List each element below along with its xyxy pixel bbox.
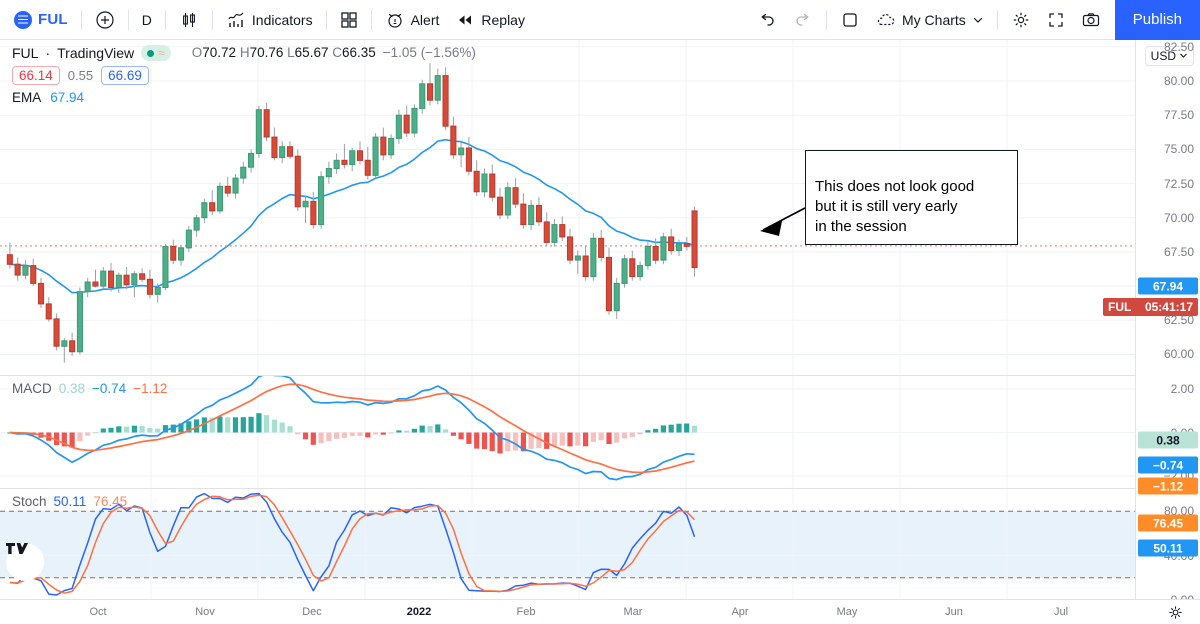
time-tick: 2022 (406, 606, 432, 618)
stoch-k-badge: 50.11 (1138, 539, 1198, 557)
price-tick: 77.50 (1163, 108, 1194, 123)
interval-button[interactable]: D (134, 6, 160, 34)
time-tick: Apr (731, 606, 749, 618)
chart-settings-button[interactable] (1167, 604, 1184, 624)
macd-line-badge: −0.74 (1138, 456, 1198, 474)
redo-button[interactable] (785, 6, 821, 34)
interval-label: D (141, 11, 152, 28)
layouts-button[interactable] (332, 6, 366, 34)
currency-selector[interactable]: USD (1144, 46, 1194, 66)
price-pane[interactable]: FUL · TradingView ≈ O70.72 H70.76 L65.67… (0, 40, 1135, 375)
time-tick: Mar (623, 606, 643, 618)
toolbar-divider (80, 9, 82, 30)
time-tick: Oct (89, 606, 107, 618)
toolbar-divider (164, 9, 166, 30)
countdown-time: 05:41:17 (1144, 300, 1193, 314)
indicators-button[interactable]: Indicators (218, 6, 321, 34)
toolbar-divider (826, 9, 827, 30)
countdown-symbol: FUL (1108, 300, 1132, 314)
macd-signal-badge: −1.12 (1138, 477, 1198, 495)
indicators-label: Indicators (251, 11, 313, 28)
cloud-icon (876, 11, 896, 29)
price-tick: 60.00 (1163, 347, 1194, 362)
countdown-badge: FUL 05:41:17 (1103, 298, 1198, 316)
my-charts-label: My Charts (902, 11, 966, 28)
publish-label: Publish (1132, 11, 1182, 28)
rewind-icon (455, 10, 475, 30)
add-symbol-button[interactable] (87, 6, 123, 34)
replay-button[interactable]: Replay (447, 6, 533, 34)
symbol-logo-icon (14, 10, 32, 29)
toolbar-divider (211, 9, 213, 30)
currency-label: USD (1150, 49, 1176, 63)
chart-area: FUL · TradingView ≈ O70.72 H70.76 L65.67… (0, 40, 1200, 624)
macd-hist-badge: 0.38 (1138, 431, 1198, 449)
plus-circle-icon (95, 10, 115, 30)
time-scale[interactable]: Oct Nov Dec 2022 Feb Mar Apr May Jun Jul (0, 599, 1200, 624)
time-tick: May (836, 606, 858, 618)
time-tick: Jul (1053, 606, 1069, 618)
symbol-label: FUL (38, 11, 68, 28)
chevron-down-icon (1179, 49, 1188, 63)
candlestick-style-icon (179, 10, 199, 30)
undo-arrow-icon (757, 10, 777, 30)
alert-label: Alert (410, 11, 440, 28)
publish-button[interactable]: Publish (1114, 0, 1200, 40)
time-tick: Feb (516, 606, 536, 618)
top-toolbar: FUL D (0, 0, 1200, 40)
redo-arrow-icon (793, 10, 813, 30)
fullscreen-button[interactable] (1039, 6, 1073, 34)
replay-label: Replay (481, 11, 525, 28)
stoch-d-badge: 76.45 (1138, 514, 1198, 532)
price-scale[interactable]: USD 82.50 80.00 77.50 75.00 72.50 70.00 67.50 6… (1103, 39, 1200, 607)
price-tick: 72.50 (1163, 176, 1194, 191)
last-price-badge: 67.94 (1138, 277, 1198, 295)
macd-pane[interactable]: MACD 0.38 −0.74 −1.12 (0, 375, 1135, 488)
snapshot-button[interactable] (1073, 6, 1109, 34)
indicators-icon (226, 10, 246, 30)
toolbar-divider (996, 9, 998, 30)
price-tick: 62.50 (1163, 313, 1194, 328)
price-tick: 70.00 (1163, 210, 1194, 225)
gear-icon (1011, 10, 1031, 30)
price-tick: 82.50 (1163, 39, 1194, 54)
annotation-text: This does not look good but it is still … (815, 178, 975, 235)
macd-tick: 2.00 (1170, 382, 1194, 397)
chart-style-button[interactable] (171, 6, 207, 34)
layout-square-icon (840, 10, 860, 30)
layouts-grid-icon (340, 11, 358, 29)
price-tick: 67.50 (1163, 244, 1194, 259)
toolbar-divider (325, 9, 327, 30)
annotation-callout[interactable]: This does not look good but it is still … (805, 150, 1018, 245)
chevron-down-icon (972, 14, 984, 26)
undo-button[interactable] (749, 6, 785, 34)
my-charts-button[interactable]: My Charts (868, 6, 992, 34)
toolbar-divider (370, 9, 372, 30)
camera-icon (1081, 11, 1101, 29)
chart-panes: FUL · TradingView ≈ O70.72 H70.76 L65.67… (0, 40, 1135, 599)
toolbar-divider (127, 9, 129, 30)
price-tick: 80.00 (1163, 74, 1194, 89)
time-tick: Dec (302, 606, 322, 618)
settings-button[interactable] (1003, 6, 1039, 34)
symbol-button[interactable]: FUL (6, 6, 76, 34)
tradingview-watermark-logo (6, 543, 44, 581)
stoch-pane[interactable]: Stoch 50.11 76.45 (0, 488, 1135, 599)
layout-square-button[interactable] (832, 6, 868, 34)
alert-button[interactable]: Alert (377, 6, 448, 34)
price-tick: 75.00 (1163, 142, 1194, 157)
fullscreen-icon (1047, 11, 1065, 29)
time-tick: Nov (195, 606, 215, 618)
alarm-clock-icon (385, 10, 405, 30)
time-tick: Jun (945, 606, 963, 618)
